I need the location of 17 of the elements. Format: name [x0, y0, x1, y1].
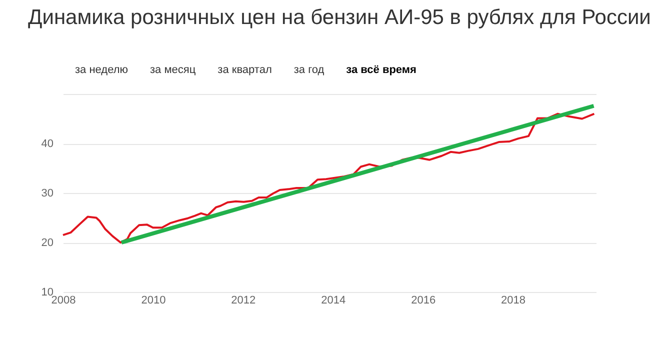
x-tick-label: 2008	[51, 294, 76, 306]
chart-title: Динамика розничных цен на бензин АИ-95 в рублях для России	[28, 6, 651, 30]
y-tick-label: 10	[41, 286, 54, 298]
x-tick-label: 2010	[141, 294, 166, 306]
y-tick-label: 40	[41, 138, 54, 150]
text: за год	[294, 64, 324, 76]
text: за всё время	[346, 64, 416, 76]
y-tick-label: 20	[41, 237, 54, 249]
line-series	[62, 112, 596, 244]
text: за неделю	[75, 64, 128, 76]
text: за месяц	[150, 64, 196, 76]
x-tick-label: 2018	[501, 294, 526, 306]
x-tick-label: 2012	[231, 294, 256, 306]
y-tick-label: 30	[41, 188, 54, 200]
x-tick-label: 2016	[411, 294, 436, 306]
x-tick-label: 2014	[321, 294, 346, 306]
text: за квартал	[218, 64, 272, 76]
